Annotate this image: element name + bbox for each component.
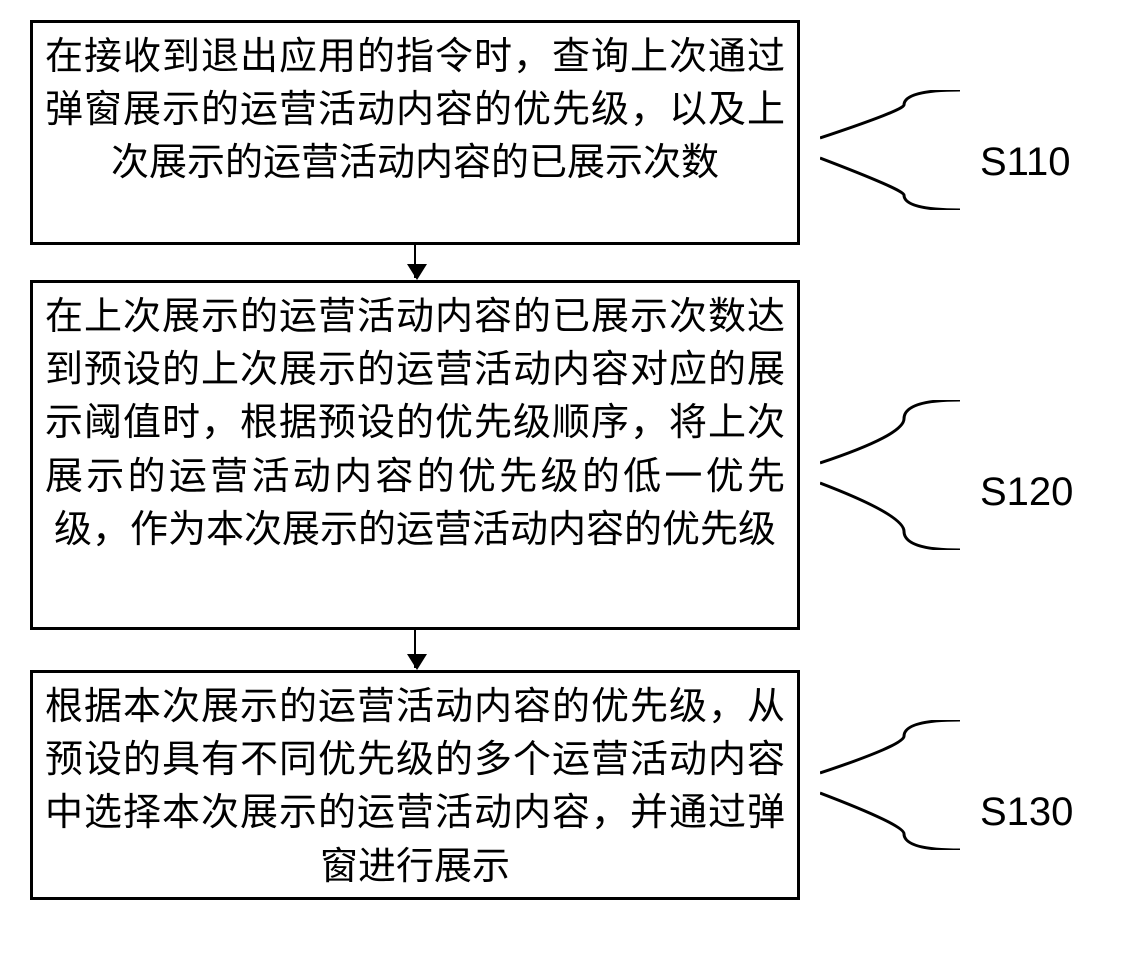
step-box-s130: 根据本次展示的运营活动内容的优先级，从预设的具有不同优先级的多个运营活动内容中选…: [30, 670, 800, 900]
step-text: 在上次展示的运营活动内容的已展示次数达到预设的上次展示的运营活动内容对应的展示阈…: [45, 296, 785, 551]
step-text: 在接收到退出应用的指令时，查询上次通过弹窗展示的运营活动内容的优先级，以及上次展…: [45, 36, 785, 184]
brace-connector: [820, 720, 960, 855]
arrow-down: [414, 630, 416, 668]
step-label-s110: S110: [980, 140, 1070, 185]
step-box-s110: 在接收到退出应用的指令时，查询上次通过弹窗展示的运营活动内容的优先级，以及上次展…: [30, 20, 800, 245]
brace-connector: [820, 90, 960, 215]
step-label-s120: S120: [980, 470, 1073, 515]
step-label-s130: S130: [980, 790, 1073, 835]
step-box-s120: 在上次展示的运营活动内容的已展示次数达到预设的上次展示的运营活动内容对应的展示阈…: [30, 280, 800, 630]
step-text: 根据本次展示的运营活动内容的优先级，从预设的具有不同优先级的多个运营活动内容中选…: [45, 686, 785, 888]
brace-connector: [820, 400, 960, 555]
arrow-down: [414, 245, 416, 278]
